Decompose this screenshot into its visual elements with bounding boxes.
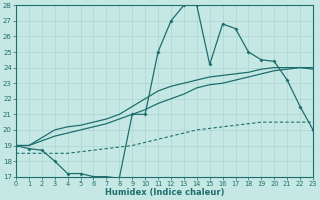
X-axis label: Humidex (Indice chaleur): Humidex (Indice chaleur) xyxy=(105,188,224,197)
